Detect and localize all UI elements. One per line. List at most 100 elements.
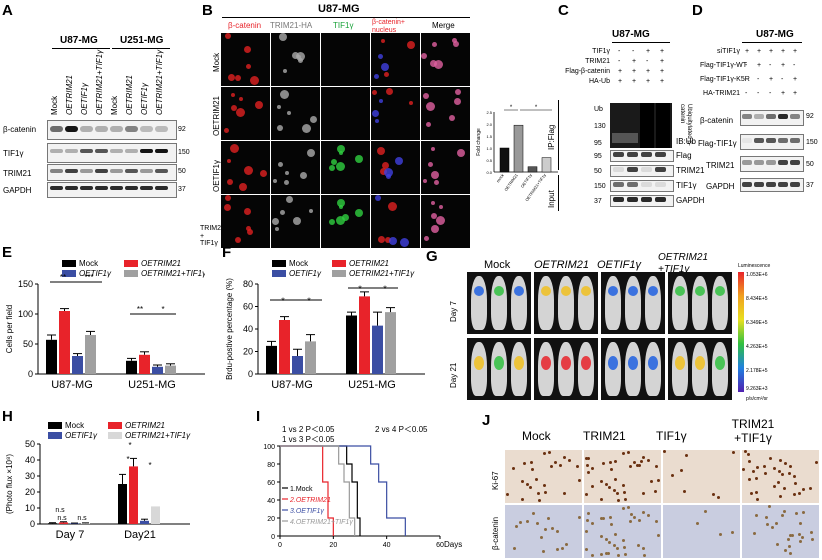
blot-band: [65, 126, 78, 132]
stained-nucleus: [766, 523, 769, 526]
c-cond-value: -: [632, 48, 635, 55]
sig-mark: *: [307, 296, 311, 306]
stained-nucleus: [531, 468, 534, 471]
micrograph: [221, 87, 270, 140]
stained-nucleus: [600, 535, 603, 538]
b-bar: [499, 147, 510, 173]
ihc-image: [742, 450, 819, 503]
bar: [59, 311, 70, 374]
signal-blob: [648, 286, 658, 296]
cell-blob: [372, 90, 377, 95]
stained-nucleus: [655, 465, 658, 468]
cell-blob: [224, 204, 231, 211]
cell-blob: [337, 145, 345, 153]
cell-blob: [302, 124, 311, 133]
stained-nucleus: [789, 552, 792, 555]
d-cond-value: +: [781, 48, 786, 55]
stained-nucleus: [657, 479, 660, 482]
micrograph: [271, 33, 320, 86]
cell-blob: [407, 41, 415, 49]
y-tick-label: 40: [267, 498, 275, 505]
blot-band: [140, 149, 153, 153]
b-ytick: 0.5: [486, 158, 492, 163]
stained-nucleus: [765, 516, 768, 519]
blot-a-trim: [47, 164, 177, 181]
stained-nucleus: [591, 554, 594, 557]
cell-blob: [378, 54, 383, 59]
stained-nucleus: [616, 492, 619, 495]
blot-band: [655, 197, 666, 202]
signal-blob: [494, 356, 504, 370]
y-axis-label: Cells per field: [5, 305, 14, 353]
stained-nucleus: [753, 532, 756, 535]
cell-blob: [277, 105, 281, 109]
blot-band: [110, 149, 123, 153]
j-grp-trim: TRIM21: [583, 429, 626, 443]
legend-label: 1.Mock: [290, 486, 313, 493]
stained-nucleus: [791, 534, 794, 537]
stained-nucleus: [640, 460, 643, 463]
blot-band: [790, 114, 800, 119]
b-bar: [527, 166, 538, 173]
c-cond-label: Flag-β-catenin: [565, 68, 610, 75]
stained-nucleus: [585, 548, 588, 551]
stained-nucleus: [617, 499, 620, 502]
blot-band: [613, 152, 624, 157]
stained-nucleus: [763, 465, 766, 468]
cell-blob: [273, 179, 277, 183]
stained-nucleus: [748, 478, 751, 481]
blot-band: [766, 182, 776, 187]
cell-blob: [307, 149, 315, 157]
stained-nucleus: [591, 522, 594, 525]
cell-blob: [292, 52, 299, 59]
stained-nucleus: [638, 519, 641, 522]
legend-swatch: [124, 270, 138, 277]
g-scale-bar: [738, 272, 744, 392]
legend-label: Mock: [79, 259, 99, 268]
cell-blob: [231, 93, 235, 97]
stained-nucleus: [787, 538, 790, 541]
cell-blob: [286, 196, 293, 203]
d-mw-37: 37: [806, 182, 814, 189]
blot-band: [778, 114, 788, 119]
stained-nucleus: [600, 480, 603, 483]
c-mw-37: 37: [594, 198, 602, 205]
cell-blob: [336, 162, 345, 171]
b-title: U87-MG: [318, 3, 360, 15]
stained-nucleus: [526, 520, 529, 523]
blot-band: [613, 197, 624, 202]
stained-nucleus: [585, 493, 588, 496]
cell-blob: [337, 199, 345, 207]
cell-blob: [280, 210, 285, 215]
blot-band: [790, 138, 800, 143]
sig-mark: **: [137, 305, 143, 314]
c-cond-value: -: [618, 58, 621, 65]
blot-label-bcat: β-catenin: [3, 125, 37, 134]
stained-nucleus: [576, 465, 579, 468]
d-blot-trim: [740, 156, 804, 172]
b-ytick: 0.0: [486, 170, 492, 175]
b-ytick: 2.5: [486, 110, 492, 115]
micrograph: [371, 141, 420, 194]
b-barchart: 0.0 0.5 1.0 1.5 2.0 2.5 Fold change mockOETRIM2…: [476, 105, 558, 202]
y-tick-label: 0: [248, 369, 253, 379]
lane-label: OETIF1γ: [140, 82, 149, 115]
signal-blob: [715, 356, 725, 370]
stained-nucleus: [748, 460, 751, 463]
bar: [126, 360, 137, 374]
km-annot: 1 vs 2 P＜0.05: [282, 425, 335, 434]
micrograph: [421, 141, 470, 194]
mw-50: 50: [178, 168, 186, 175]
stained-nucleus: [542, 550, 545, 553]
y-tick-label: 30: [25, 471, 35, 481]
blot-band: [627, 182, 638, 187]
stained-nucleus: [521, 498, 524, 501]
cell-blob: [285, 171, 289, 175]
micrograph: [321, 87, 370, 140]
mouse: [692, 276, 708, 330]
y-tick-label: 0: [271, 534, 275, 541]
g-scale-4: 2.178E+5: [746, 368, 768, 374]
cell-blob: [336, 216, 345, 225]
legend-label: OETRIM21: [141, 259, 181, 268]
blot-band: [80, 126, 93, 132]
